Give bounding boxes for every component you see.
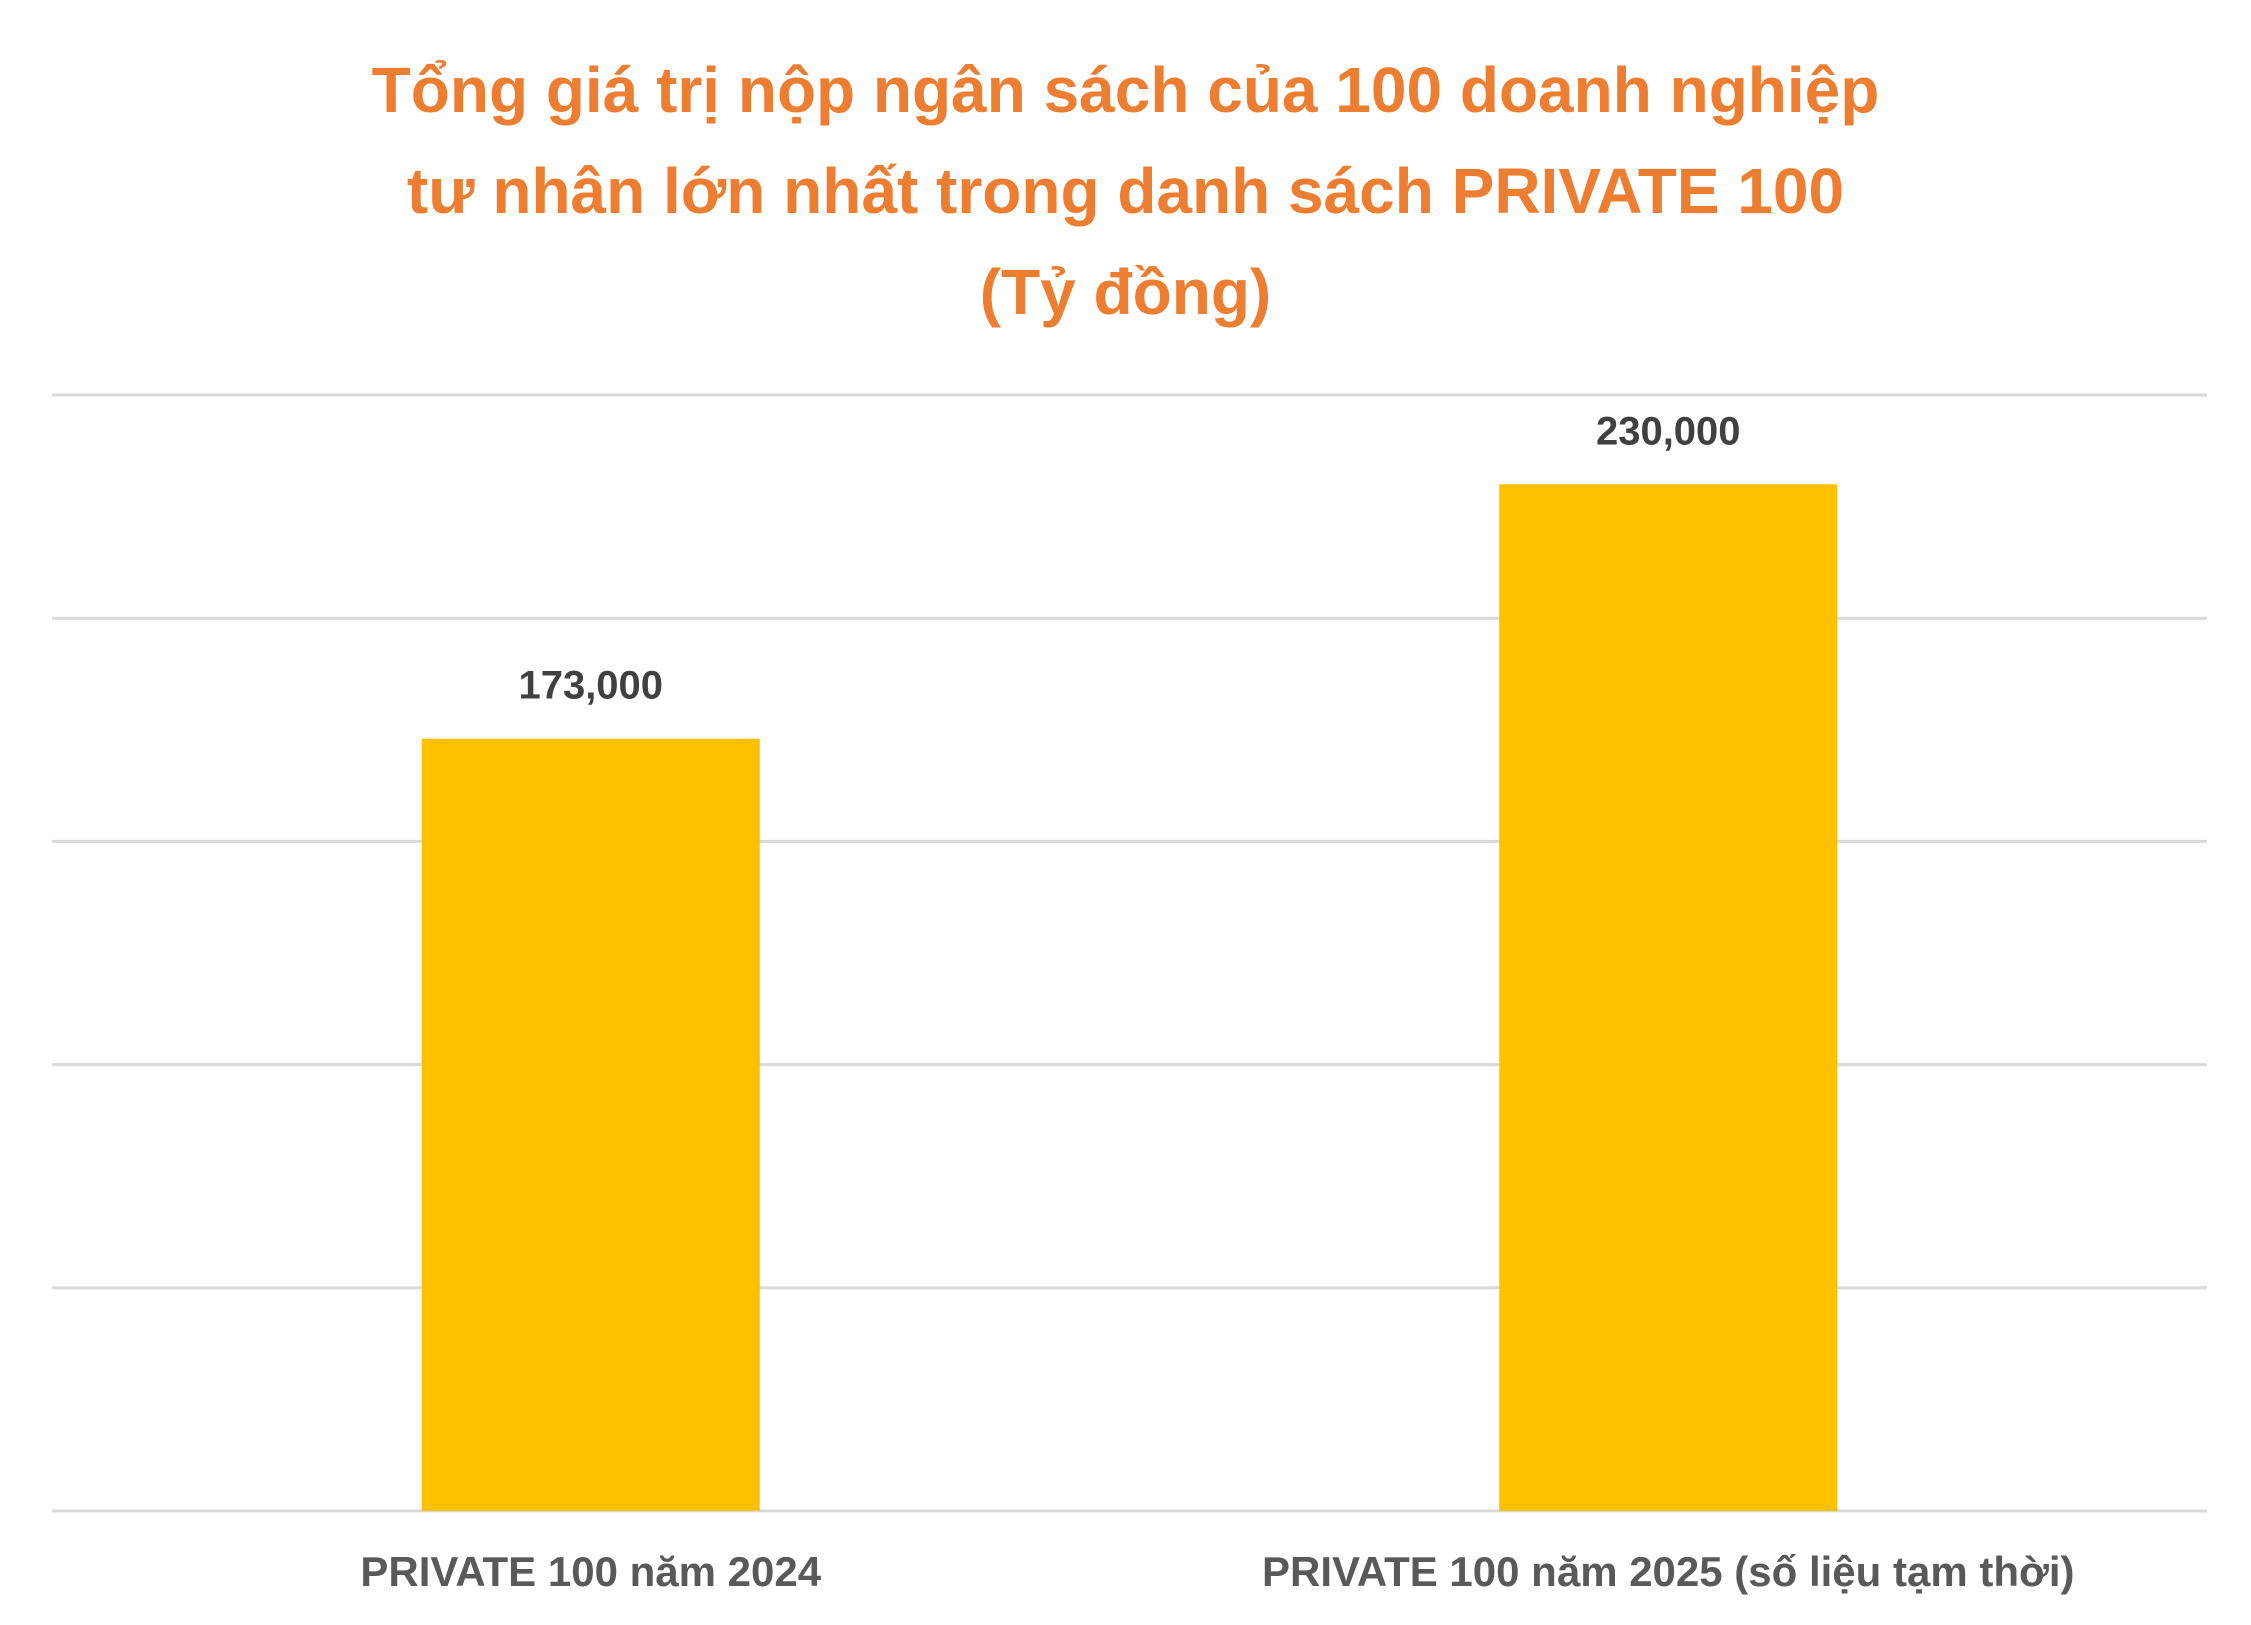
chart-title-line-1: Tổng giá trị nộp ngân sách của 100 doanh… [371, 54, 1880, 126]
chart-title-line-3: (Tỷ đồng) [979, 256, 1272, 328]
data-label-2: 230,000 [1596, 409, 1741, 453]
data-label-1: 173,000 [518, 664, 663, 708]
chart-title: Tổng giá trị nộp ngân sách của 100 doanh… [0, 40, 2251, 343]
x-tick-label-1: PRIVATE 100 năm 2024 [360, 1548, 821, 1595]
bar-2 [1499, 484, 1838, 1511]
bar-1 [421, 738, 760, 1511]
x-tick-label-2: PRIVATE 100 năm 2025 (số liệu tạm thời) [1262, 1548, 2075, 1595]
chart-title-line-2: tư nhân lớn nhất trong danh sách PRIVATE… [406, 155, 1845, 227]
